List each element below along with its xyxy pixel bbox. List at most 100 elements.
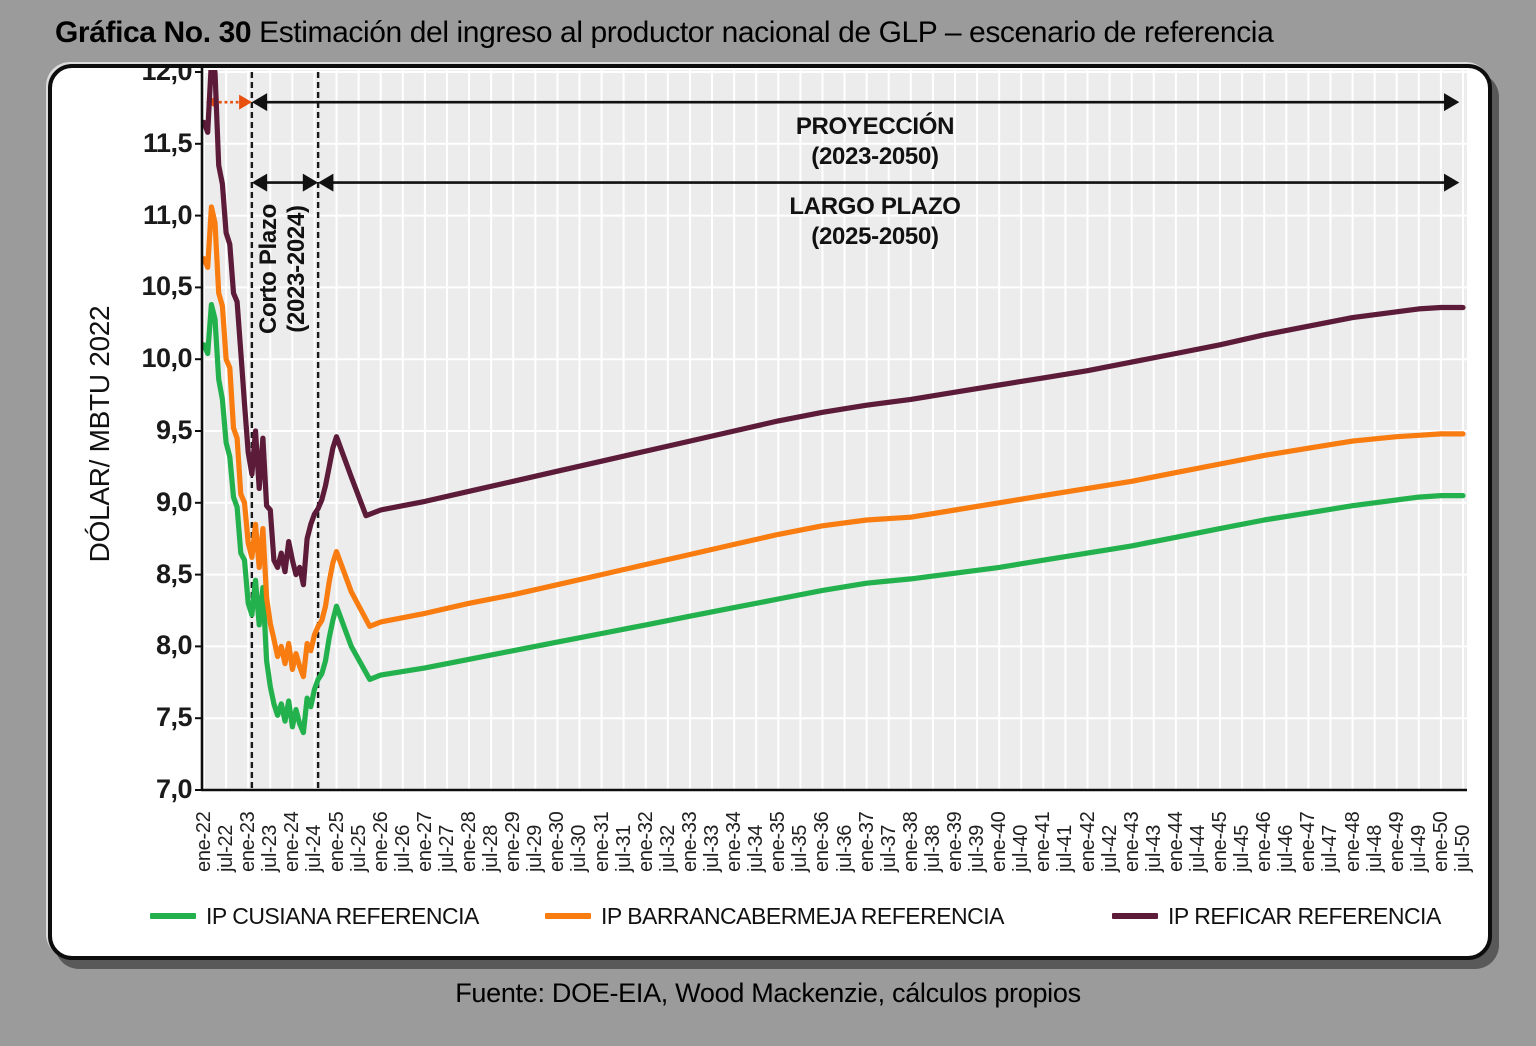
legend-item-barrancabermeja: IP BARRANCABERMEJA REFERENCIA xyxy=(545,901,1005,931)
x-axis-label: ene-48 xyxy=(1341,811,1364,872)
series-line-ip-cusiana-referencia xyxy=(202,302,1466,736)
x-axis-label: jul-29 xyxy=(524,824,547,872)
x-axis-label: jul-31 xyxy=(612,824,635,872)
chart-title-text: Estimación del ingreso al productor naci… xyxy=(251,16,1274,49)
x-axis-label: jul-46 xyxy=(1275,824,1298,872)
x-axis-label: ene-45 xyxy=(1209,811,1232,872)
x-axis-label: jul-43 xyxy=(1142,824,1165,872)
y-axis-label: 7,0 xyxy=(155,774,193,804)
x-axis-label: ene-49 xyxy=(1385,811,1408,872)
legend-item-reficar: IP REFICAR REFERENCIA xyxy=(1112,901,1441,931)
x-axis-label: ene-37 xyxy=(855,811,878,872)
y-axis-label: 8,0 xyxy=(155,630,193,661)
x-axis-label: jul-40 xyxy=(1010,824,1033,872)
chart-frame: DÓLAR/ MBTU 2022 12,0 11,5 11,0 10,5 10,0 9,5… xyxy=(48,64,1492,960)
chart-title-number: Gráfica No. 30 xyxy=(55,16,252,49)
x-axis-label: jul-36 xyxy=(833,824,856,872)
y-axis-label: 11,0 xyxy=(142,199,193,230)
x-axis-label: jul-49 xyxy=(1407,824,1430,872)
x-axis-label: ene-41 xyxy=(1032,811,1055,872)
x-axis-label: ene-38 xyxy=(899,811,922,872)
x-axis-label: jul-38 xyxy=(921,824,944,872)
x-axis-label: ene-44 xyxy=(1164,811,1187,872)
x-axis-label: ene-43 xyxy=(1120,811,1143,872)
x-axis-label: ene-27 xyxy=(413,811,436,872)
x-axis-label: ene-28 xyxy=(458,811,481,872)
x-axis-label: jul-39 xyxy=(966,824,989,872)
y-axis-label: 7,5 xyxy=(155,702,193,733)
x-axis-label: jul-25 xyxy=(347,824,370,872)
annotation-largo-plazo-line1: LARGO PLAZO xyxy=(789,193,961,220)
x-axis-label: jul-41 xyxy=(1054,824,1077,872)
legend-item-cusiana: IP CUSIANA REFERENCIA xyxy=(150,901,479,931)
x-axis-label: jul-48 xyxy=(1363,824,1386,872)
annotation-proyeccion-line1: PROYECCIÓN xyxy=(795,113,955,140)
arrowhead xyxy=(318,173,334,192)
series-line-ip-reficar-referencia xyxy=(202,70,1466,588)
y-axis-label: 10,0 xyxy=(141,343,192,374)
x-axis-label: jul-34 xyxy=(745,824,768,872)
x-axis-label: ene-30 xyxy=(546,811,569,872)
y-axis-label: 11,5 xyxy=(142,127,193,158)
x-axis-label: jul-35 xyxy=(789,824,812,872)
x-axis-label: ene-35 xyxy=(767,811,790,872)
x-axis-label: jul-28 xyxy=(480,824,503,872)
x-axis-label: jul-26 xyxy=(391,824,414,872)
annotation-corto-plazo-line2: (2023-2024) xyxy=(283,205,310,333)
x-axis-label: ene-24 xyxy=(281,811,304,872)
annotation-proyeccion-line2: (2023-2050) xyxy=(811,143,939,170)
chart-title: Gráfica No. 30 Estimación del ingreso al… xyxy=(55,16,1505,50)
x-axis-label: ene-46 xyxy=(1253,811,1276,872)
x-axis-label: jul-30 xyxy=(568,824,591,872)
x-axis-label: jul-44 xyxy=(1186,824,1209,872)
legend-label-reficar: IP REFICAR REFERENCIA xyxy=(1168,902,1441,929)
x-axis-label: ene-23 xyxy=(237,811,260,872)
arrowhead xyxy=(1444,93,1460,112)
x-axis-label: ene-34 xyxy=(723,811,746,872)
legend-swatch-barrancabermeja xyxy=(545,913,591,919)
x-axis-label: jul-27 xyxy=(435,824,458,872)
legend-label-barrancabermeja: IP BARRANCABERMEJA REFERENCIA xyxy=(601,902,1005,929)
source-text: Fuente: DOE-EIA, Wood Mackenzie, cálculo… xyxy=(455,978,1081,1008)
annotation-proyeccion: PROYECCIÓN (2023-2050) xyxy=(725,112,1025,172)
annotation-largo-plazo-line2: (2025-2050) xyxy=(811,223,939,250)
x-axis-label: ene-26 xyxy=(369,811,392,872)
x-axis-label: jul-50 xyxy=(1452,824,1474,872)
arrowhead xyxy=(251,93,268,112)
x-axis-label: ene-32 xyxy=(634,811,657,872)
arrowhead xyxy=(1444,173,1460,192)
x-axis-label: ene-40 xyxy=(988,811,1011,872)
x-axis-label: ene-31 xyxy=(590,811,613,872)
plot-area xyxy=(195,68,1467,792)
x-axis-label: ene-33 xyxy=(678,811,701,872)
y-axis-label: 10,5 xyxy=(141,271,192,302)
x-axis-label: jul-45 xyxy=(1231,824,1254,872)
arrowhead xyxy=(251,173,268,192)
arrowhead xyxy=(239,94,252,110)
x-axis-label: jul-24 xyxy=(303,824,326,872)
x-axis-label: jul-37 xyxy=(877,824,900,872)
y-axis-label: 9,0 xyxy=(155,486,193,517)
x-axis-label: ene-36 xyxy=(811,811,834,872)
legend-label-cusiana: IP CUSIANA REFERENCIA xyxy=(206,902,479,929)
y-axis-label: 9,5 xyxy=(155,415,193,445)
y-axis-label: 12,0 xyxy=(141,64,192,86)
x-axis-label: jul-33 xyxy=(701,824,724,872)
x-axis-label: ene-25 xyxy=(325,811,348,872)
x-axis-label: ene-29 xyxy=(502,811,525,872)
annotation-corto-plazo: Corto Plazo (2023-2024) xyxy=(255,194,313,344)
legend-swatch-reficar xyxy=(1112,913,1158,919)
legend-swatch-cusiana xyxy=(150,913,196,919)
y-axis-label: 8,5 xyxy=(155,558,193,589)
x-axis-label: jul-47 xyxy=(1319,824,1342,872)
x-axis-label: ene-50 xyxy=(1429,811,1452,872)
x-axis-label: ene-47 xyxy=(1297,811,1320,872)
annotation-corto-plazo-line1: Corto Plazo xyxy=(255,203,282,335)
series-line-ip-barrancabermeja-referencia xyxy=(202,204,1466,680)
annotation-largo-plazo: LARGO PLAZO (2025-2050) xyxy=(725,192,1025,252)
x-axis-label: ene-22 xyxy=(193,811,215,872)
arrowhead xyxy=(302,173,319,192)
x-axis-label: jul-42 xyxy=(1098,824,1121,872)
x-axis-label: ene-39 xyxy=(943,811,966,872)
